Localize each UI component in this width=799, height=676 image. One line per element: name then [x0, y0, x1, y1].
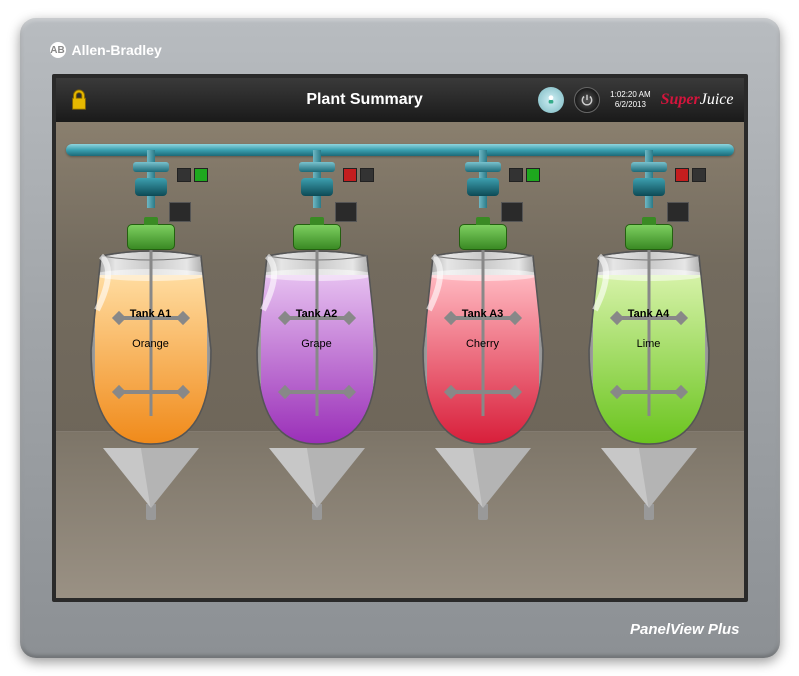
tank-labels: Tank A2 Grape	[253, 308, 381, 350]
tank-labels: Tank A3 Cherry	[419, 308, 547, 350]
sensor-icon[interactable]	[501, 202, 523, 222]
inlet-valve-icon[interactable]	[299, 162, 335, 172]
valve-actuator-icon[interactable]	[467, 178, 499, 196]
tank-A3[interactable]: Tank A3 Cherry	[419, 250, 547, 520]
valve-actuator-icon[interactable]	[135, 178, 167, 196]
device-brand-bottom: PanelView Plus	[630, 621, 740, 638]
tank-name-label: Tank A2	[253, 308, 381, 320]
inlet-valve-icon[interactable]	[133, 162, 169, 172]
indicator-right[interactable]	[360, 168, 374, 182]
indicator-left[interactable]	[675, 168, 689, 182]
tank-name-label: Tank A4	[585, 308, 713, 320]
sensor-icon[interactable]	[667, 202, 689, 222]
tank-column-A1[interactable]: Tank A1 Orange	[76, 122, 226, 598]
lock-icon[interactable]	[66, 87, 92, 113]
tank-A2[interactable]: Tank A2 Grape	[253, 250, 381, 520]
topbar-right: 1:02:20 AM 6/2/2013 SuperJuice	[538, 87, 733, 113]
sensor-icon[interactable]	[335, 202, 357, 222]
indicator-pair	[177, 168, 208, 182]
tank-cone	[601, 448, 697, 508]
tank-name-label: Tank A1	[87, 308, 215, 320]
sensor-icon[interactable]	[169, 202, 191, 222]
tank-cone	[435, 448, 531, 508]
inlet-valve-icon[interactable]	[465, 162, 501, 172]
tanks-row: Tank A1 Orange	[56, 122, 744, 598]
agitator-motor-icon[interactable]	[293, 224, 341, 250]
clock-display: 1:02:20 AM 6/2/2013	[610, 90, 650, 109]
brand-top-label: Allen-Bradley	[72, 42, 162, 58]
agitator-blade-lower	[282, 390, 352, 394]
agitator-blade-lower	[614, 390, 684, 394]
indicator-right[interactable]	[194, 168, 208, 182]
status-icon[interactable]	[538, 87, 564, 113]
brand-logo-right: SuperJuice	[661, 91, 734, 109]
inlet-valve-icon[interactable]	[631, 162, 667, 172]
agitator-motor-icon[interactable]	[127, 224, 175, 250]
tank-labels: Tank A1 Orange	[87, 308, 215, 350]
tank-flavor-label: Lime	[585, 338, 713, 350]
tank-A1[interactable]: Tank A1 Orange	[87, 250, 215, 520]
power-button-icon[interactable]	[574, 87, 600, 113]
tank-A4[interactable]: Tank A4 Lime	[585, 250, 713, 520]
indicator-right[interactable]	[692, 168, 706, 182]
tank-column-A2[interactable]: Tank A2 Grape	[242, 122, 392, 598]
tank-name-label: Tank A3	[419, 308, 547, 320]
tank-column-A3[interactable]: Tank A3 Cherry	[408, 122, 558, 598]
valve-actuator-icon[interactable]	[633, 178, 665, 196]
agitator-blade-lower	[448, 390, 518, 394]
indicator-left[interactable]	[177, 168, 191, 182]
ab-logo-icon: AB	[50, 42, 66, 58]
page-title: Plant Summary	[306, 91, 422, 109]
tank-labels: Tank A4 Lime	[585, 308, 713, 350]
clock-date: 6/2/2013	[610, 100, 650, 110]
tank-flavor-label: Orange	[87, 338, 215, 350]
indicator-left[interactable]	[343, 168, 357, 182]
tank-flavor-label: Grape	[253, 338, 381, 350]
clock-time: 1:02:20 AM	[610, 90, 650, 100]
device-brand-top: AB Allen-Bradley	[50, 42, 162, 58]
agitator-blade-lower	[116, 390, 186, 394]
topbar: Plant Summary 1:02:20 AM 6/2/2013 SuperJ…	[56, 78, 744, 122]
agitator-motor-icon[interactable]	[459, 224, 507, 250]
tank-column-A4[interactable]: Tank A4 Lime	[574, 122, 724, 598]
plant-area: Tank A1 Orange	[56, 122, 744, 598]
tank-cone	[103, 448, 199, 508]
brand-super: Super	[661, 91, 700, 108]
indicator-pair	[675, 168, 706, 182]
indicator-pair	[509, 168, 540, 182]
tank-cone	[269, 448, 365, 508]
brand-juice: Juice	[700, 91, 734, 108]
valve-actuator-icon[interactable]	[301, 178, 333, 196]
indicator-left[interactable]	[509, 168, 523, 182]
indicator-pair	[343, 168, 374, 182]
hmi-screen: Plant Summary 1:02:20 AM 6/2/2013 SuperJ…	[52, 74, 748, 602]
indicator-right[interactable]	[526, 168, 540, 182]
tank-flavor-label: Cherry	[419, 338, 547, 350]
device-frame: AB Allen-Bradley Plant Summary 1:02:20 A…	[20, 18, 780, 658]
agitator-motor-icon[interactable]	[625, 224, 673, 250]
